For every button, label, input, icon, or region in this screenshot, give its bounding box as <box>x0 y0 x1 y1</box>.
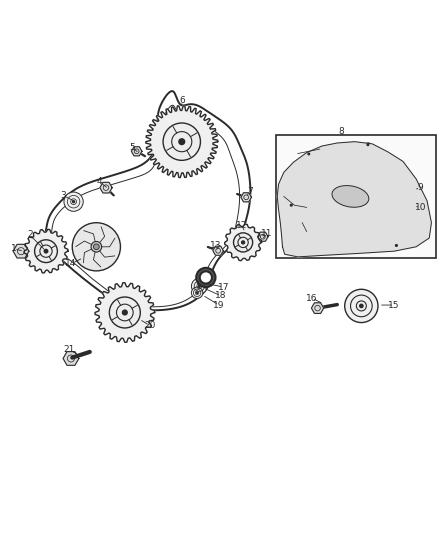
Circle shape <box>388 237 405 254</box>
Text: 7: 7 <box>247 187 253 196</box>
Circle shape <box>91 241 102 252</box>
Text: 6: 6 <box>179 96 185 106</box>
Polygon shape <box>258 232 268 241</box>
Text: 13: 13 <box>210 241 221 250</box>
Text: 19: 19 <box>213 301 225 310</box>
Bar <box>276 135 436 258</box>
Polygon shape <box>13 244 29 258</box>
Circle shape <box>191 287 203 298</box>
Circle shape <box>345 289 378 322</box>
Polygon shape <box>311 303 324 313</box>
Text: 15: 15 <box>389 301 400 310</box>
Circle shape <box>360 304 363 308</box>
Circle shape <box>233 233 253 252</box>
Circle shape <box>64 192 83 211</box>
Circle shape <box>242 241 244 244</box>
Text: 3: 3 <box>60 191 67 200</box>
Circle shape <box>301 146 317 162</box>
Circle shape <box>123 310 127 315</box>
Polygon shape <box>95 282 155 342</box>
Polygon shape <box>100 182 112 193</box>
Polygon shape <box>24 229 68 273</box>
Text: 1: 1 <box>11 245 17 254</box>
Polygon shape <box>63 352 79 365</box>
Circle shape <box>198 286 200 287</box>
Text: 10: 10 <box>415 203 426 212</box>
Text: 8: 8 <box>339 127 345 136</box>
Circle shape <box>200 271 212 284</box>
Polygon shape <box>225 224 261 261</box>
Circle shape <box>290 204 292 206</box>
Circle shape <box>197 292 198 293</box>
Polygon shape <box>213 246 223 255</box>
Text: 16: 16 <box>306 294 318 303</box>
Text: 20: 20 <box>144 321 155 330</box>
Circle shape <box>367 144 369 146</box>
Circle shape <box>44 249 48 253</box>
Circle shape <box>191 278 207 294</box>
Text: 4: 4 <box>97 177 102 187</box>
Text: 17: 17 <box>218 282 229 292</box>
Circle shape <box>93 244 99 249</box>
Text: 11: 11 <box>261 229 272 238</box>
Text: 5: 5 <box>129 143 135 152</box>
Circle shape <box>179 139 185 144</box>
Circle shape <box>196 268 215 287</box>
Polygon shape <box>277 142 431 257</box>
Circle shape <box>73 201 74 203</box>
Circle shape <box>308 153 310 155</box>
Text: 9: 9 <box>417 183 424 192</box>
Text: 21: 21 <box>64 345 75 354</box>
Polygon shape <box>146 106 218 177</box>
Circle shape <box>163 123 201 160</box>
Polygon shape <box>241 193 251 202</box>
Polygon shape <box>403 224 412 232</box>
Text: 2: 2 <box>27 230 32 239</box>
Circle shape <box>283 197 300 214</box>
Circle shape <box>72 223 120 271</box>
Text: 18: 18 <box>215 292 227 301</box>
Ellipse shape <box>332 185 369 207</box>
Polygon shape <box>404 207 415 216</box>
Text: 14: 14 <box>65 260 77 269</box>
Circle shape <box>110 297 140 328</box>
Circle shape <box>360 137 376 152</box>
Circle shape <box>35 240 57 263</box>
Circle shape <box>396 245 397 246</box>
Text: 12: 12 <box>236 221 247 230</box>
Polygon shape <box>131 147 142 156</box>
